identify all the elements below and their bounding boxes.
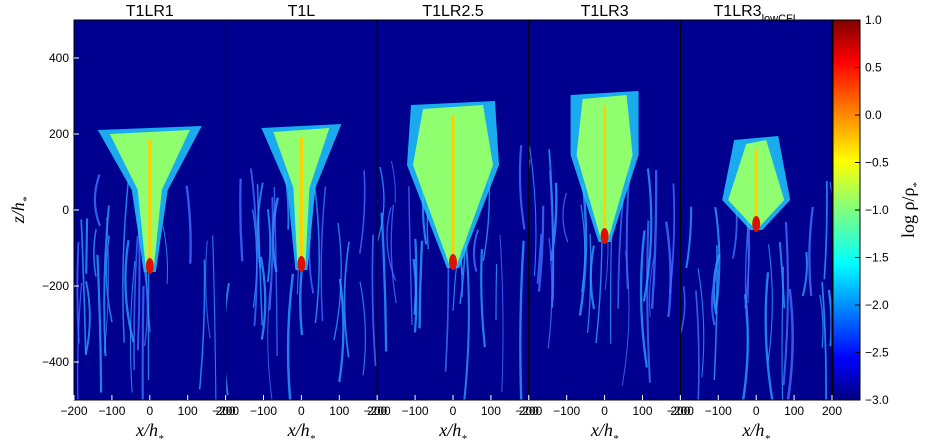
- colorbar-label: log ρ/ρ*: [898, 182, 923, 238]
- y-tick-label: 0: [62, 203, 69, 217]
- x-tick-label: 0: [146, 404, 153, 418]
- y-tick-label: 400: [49, 51, 69, 65]
- x-axis-label-sub: *: [310, 433, 316, 440]
- x-axis-label: x/h*: [438, 420, 467, 440]
- panel-title-main: T1LR2.5: [422, 3, 483, 20]
- x-axis-label: x/h*: [287, 420, 316, 440]
- plume-tip: [752, 216, 760, 232]
- x-tick-label: 100: [178, 404, 198, 418]
- x-axis-label-sub: *: [764, 433, 770, 440]
- x-tick-label: −200: [515, 404, 542, 418]
- panel-title-main: T1LR1: [126, 3, 174, 20]
- x-tick-label: 0: [753, 404, 760, 418]
- plume-tip: [297, 256, 305, 272]
- panel-title: T1L: [288, 3, 316, 20]
- colorbar-tick-label: −3.0: [865, 393, 889, 407]
- x-axis-label-main: x/h: [287, 420, 310, 440]
- plume-tip: [601, 228, 609, 244]
- x-axis-label-main: x/h: [438, 420, 461, 440]
- x-tick-label: 0: [450, 404, 457, 418]
- colorbar-tick-label: −1.5: [865, 251, 889, 265]
- x-tick-label: −200: [212, 404, 239, 418]
- x-axis-label-sub: *: [613, 433, 619, 440]
- x-tick-label: −200: [364, 404, 391, 418]
- colorbar-label-sub: *: [911, 182, 923, 188]
- x-axis-label-sub: *: [461, 433, 467, 440]
- colorbar-label-main: log ρ/ρ: [898, 188, 918, 238]
- plume-tip: [146, 258, 154, 274]
- colorbar-tick-label: 1.0: [865, 13, 882, 27]
- streak: [496, 264, 497, 320]
- x-tick-label: 100: [632, 404, 652, 418]
- colorbar-tick-label: −2.0: [865, 298, 889, 312]
- x-tick-label: −200: [667, 404, 694, 418]
- colorbar-tick-label: −1.0: [865, 203, 889, 217]
- streak: [86, 218, 87, 273]
- panel-title-main: T1LR3: [714, 3, 762, 20]
- x-axis-label: x/h*: [135, 420, 164, 440]
- y-axis-label: z/h*: [8, 196, 33, 224]
- colorbar-tick-label: −2.5: [865, 346, 889, 360]
- x-axis-label-main: x/h: [590, 420, 613, 440]
- y-axis-label-main: z/h: [8, 202, 28, 224]
- panel-title: T1LR2.5: [422, 3, 483, 20]
- panel-title-main: T1LR3: [581, 3, 629, 20]
- colorbar-tick-label: 0.0: [865, 108, 882, 122]
- x-tick-label: −100: [250, 404, 277, 418]
- colorbar-tick-label: −0.5: [865, 156, 889, 170]
- x-axis-label-main: x/h: [135, 420, 158, 440]
- y-tick-label: −400: [42, 355, 69, 369]
- streak: [143, 286, 144, 440]
- y-tick-label: −200: [42, 279, 69, 293]
- x-tick-label: −100: [553, 404, 580, 418]
- x-tick-label: −200: [60, 404, 87, 418]
- x-tick-label: −100: [402, 404, 429, 418]
- x-tick-label: 100: [329, 404, 349, 418]
- panel: −200 −100 0 100 200 T1LR3lowCFL x/h*: [667, 3, 842, 440]
- x-axis-label: x/h*: [590, 420, 619, 440]
- x-axis-label: x/h*: [741, 420, 770, 440]
- colorbar-tick-label: 0.5: [865, 61, 882, 75]
- panel-title-sub: lowCFL: [762, 13, 799, 25]
- y-tick-label: 200: [49, 127, 69, 141]
- panel-title-main: T1L: [288, 3, 316, 20]
- panel-title: T1LR3: [581, 3, 629, 20]
- x-tick-label: 200: [822, 404, 842, 418]
- x-axis-label-main: x/h: [741, 420, 764, 440]
- x-axis-label-sub: *: [158, 433, 164, 440]
- x-tick-label: −100: [705, 404, 732, 418]
- y-axis-label-sub: *: [21, 196, 33, 202]
- x-tick-label: −100: [98, 404, 125, 418]
- plume-tip: [449, 254, 457, 270]
- x-tick-label: 100: [481, 404, 501, 418]
- x-tick-label: 0: [298, 404, 305, 418]
- x-tick-label: 0: [601, 404, 608, 418]
- x-tick-label: 100: [784, 404, 804, 418]
- panel-title: T1LR1: [126, 3, 174, 20]
